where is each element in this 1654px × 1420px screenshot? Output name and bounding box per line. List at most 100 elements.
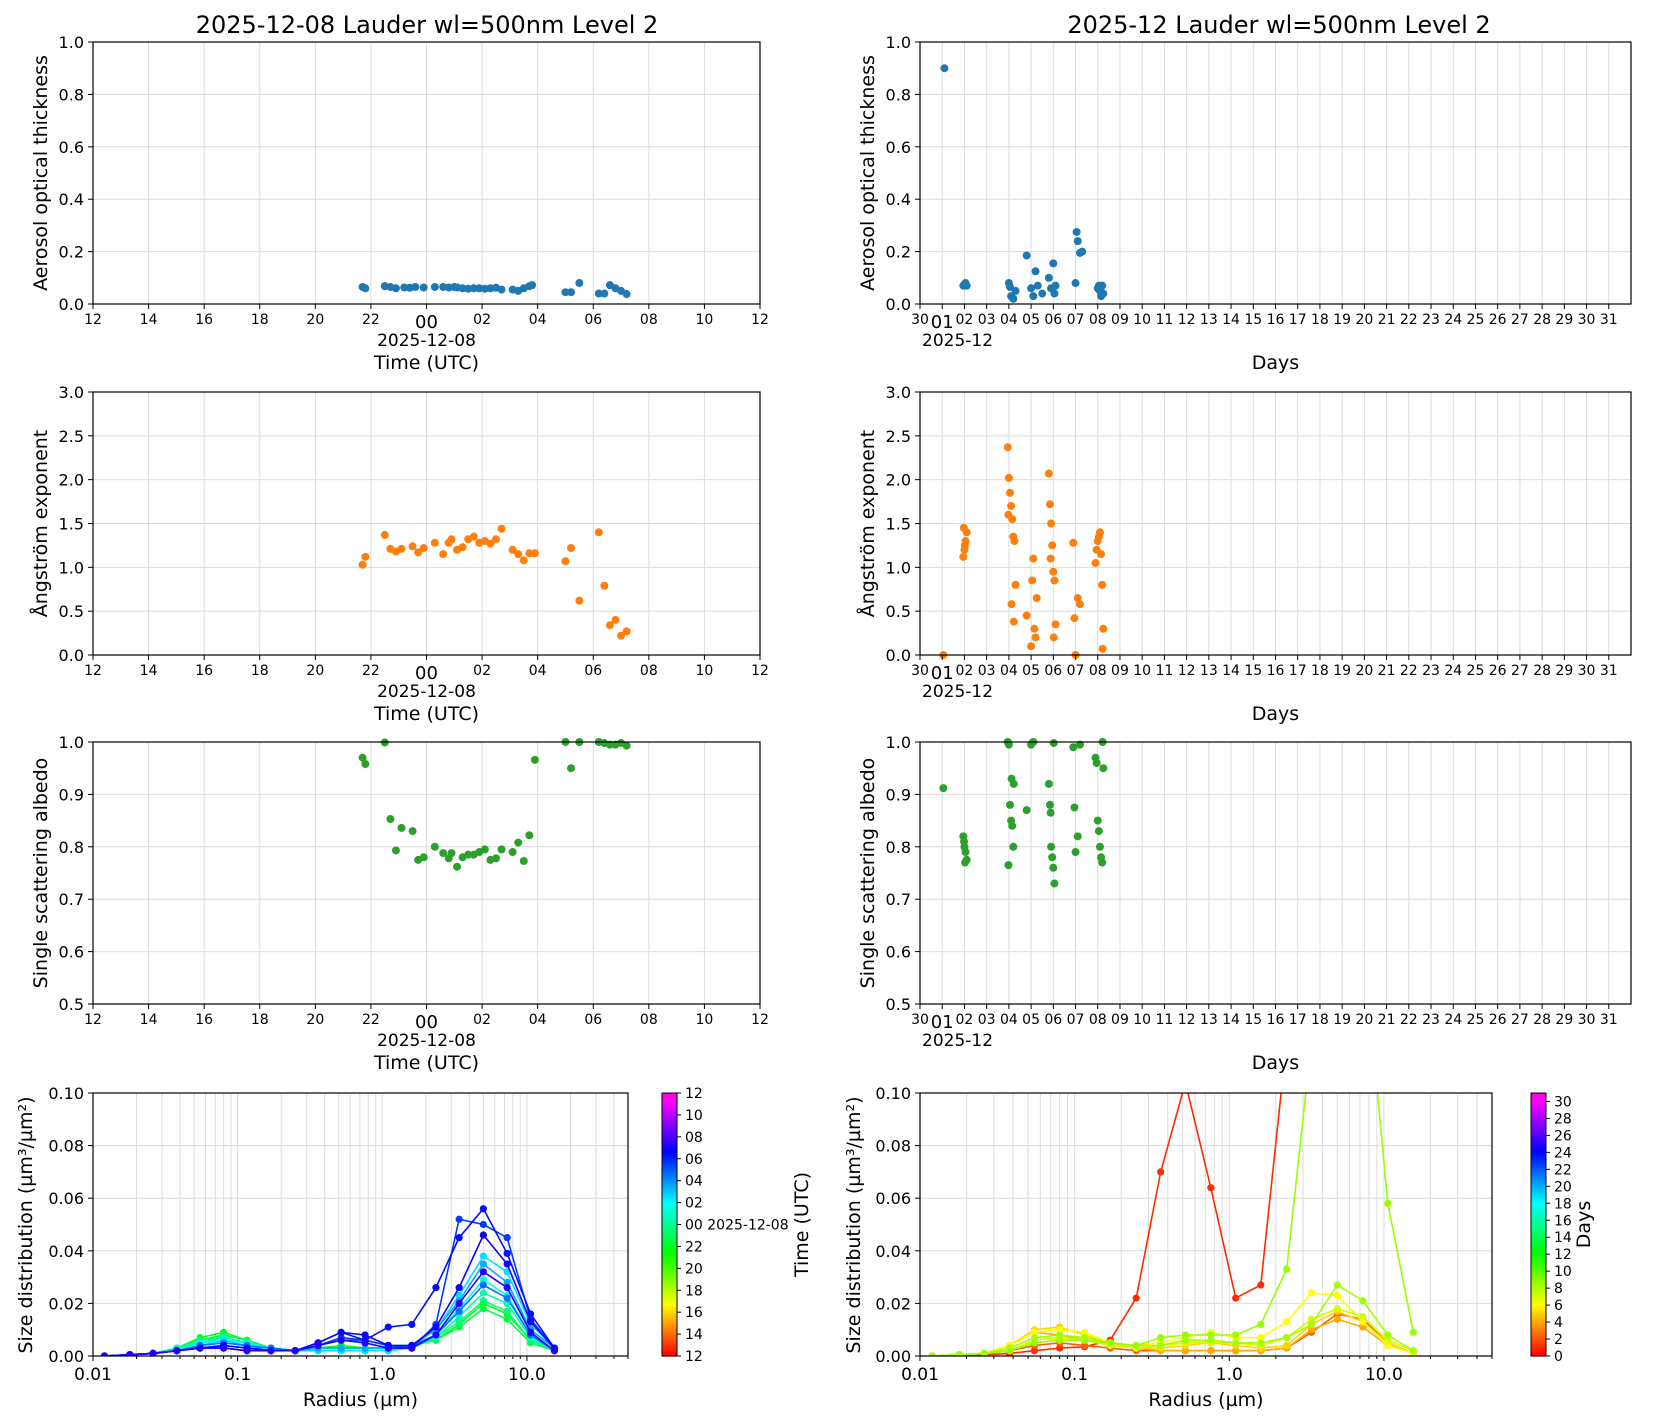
ssa_monthly-xtick-label: 05 [1022, 1012, 1040, 1028]
size_monthly-series-point [1409, 1328, 1417, 1336]
ssa_monthly-point [1073, 832, 1082, 841]
angstrom_monthly-xtick-label: 10 [1133, 663, 1151, 679]
size_monthly-cbar-segment [1531, 1233, 1546, 1237]
size_daily-series-point [455, 1323, 463, 1331]
size_daily-cbar-segment [662, 1290, 677, 1294]
aod_monthly-point [1038, 289, 1047, 298]
aod_daily-date-label: 2025-12-08 [377, 331, 476, 351]
ssa_monthly-point [1044, 779, 1053, 788]
size_monthly-series-point [1384, 1336, 1392, 1344]
angstrom_daily-point [514, 550, 523, 559]
size_monthly-cbar-segment [1531, 1147, 1546, 1151]
size_monthly-series-point [1181, 1331, 1189, 1339]
size_monthly-cbar-segment [1531, 1283, 1546, 1287]
size_monthly-cbar-segment [1531, 1250, 1546, 1254]
ssa_monthly-xtick-label: 07 [1067, 1012, 1085, 1028]
ssa_daily-date-label: 2025-12-08 [377, 1031, 476, 1051]
size_monthly-cbar-segment [1531, 1215, 1546, 1219]
size_daily-cbar-segment [662, 1285, 677, 1289]
size_monthly-cbar-segment [1531, 1279, 1546, 1283]
size_daily-series-point [361, 1331, 369, 1339]
size_daily-cbar-tick-label: 02 [685, 1196, 703, 1212]
size_daily-series-point [432, 1331, 440, 1339]
ssa_daily-point [358, 753, 367, 762]
size_monthly-cbar-segment [1531, 1349, 1546, 1353]
ssa_monthly-xtick-label: 06 [1044, 1012, 1062, 1028]
size_daily-cbar-segment [662, 1329, 677, 1333]
size_daily-cbar-segment [662, 1296, 677, 1300]
ssa_daily-xtick-label: 12 [751, 1012, 769, 1028]
size_daily-series-point [361, 1344, 369, 1352]
ssa_daily-ytick-label: 0.6 [59, 943, 84, 962]
size_monthly-ytick-label: 0.10 [875, 1084, 911, 1103]
size_daily-ytick-label: 0.06 [48, 1189, 84, 1208]
angstrom_monthly-xtick-label: 30 [1578, 663, 1596, 679]
size_daily-series-point [479, 1205, 487, 1213]
angstrom_daily-point [530, 549, 539, 558]
angstrom_daily-ytick-label: 0.5 [59, 602, 84, 621]
size_monthly-cbar-segment [1531, 1121, 1546, 1125]
ssa_daily-point [447, 849, 456, 858]
ssa_monthly-xtick-label: 27 [1511, 1012, 1529, 1028]
aod_daily-point [528, 281, 537, 290]
angstrom_monthly-xtick-label: 11 [1155, 663, 1173, 679]
size_monthly-cbar-tick-label: 24 [1554, 1145, 1572, 1161]
size_daily-series-line [104, 1270, 555, 1356]
angstrom_monthly-point [1032, 594, 1041, 603]
aod_monthly-point [1029, 292, 1038, 301]
size_daily-cbar-segment [662, 1270, 677, 1274]
size_monthly-cbar-segment [1531, 1110, 1546, 1114]
angstrom_monthly-xtick-label: 22 [1400, 663, 1418, 679]
aod_monthly-ytick-label: 0.6 [886, 138, 911, 157]
angstrom_monthly-xtick-label: 07 [1067, 663, 1085, 679]
aod_monthly-xtick-label: 13 [1200, 312, 1218, 328]
angstrom_monthly-xtick-label: 31 [1600, 663, 1618, 679]
size_monthly-cbar-segment [1531, 1097, 1546, 1101]
size_daily-cbar-segment [662, 1325, 677, 1329]
size_daily-cbar-tick-label: 12 [685, 1349, 703, 1365]
ssa_monthly-point [1009, 842, 1018, 851]
ssa_monthly-frame [919, 741, 1632, 1005]
size_daily-cbar-segment [662, 1277, 677, 1280]
aod_monthly-xtick-label: 19 [1333, 312, 1351, 328]
size_daily-frame [92, 1092, 629, 1357]
size_daily-cbar-segment [662, 1093, 677, 1096]
size_monthly-series-point [928, 1352, 936, 1356]
size_monthly-cbar-segment [1531, 1305, 1546, 1309]
aod_monthly-point [1022, 251, 1031, 260]
size_monthly-series-point [1181, 1347, 1189, 1355]
size_monthly-series-point [1056, 1331, 1064, 1339]
size_daily-cbar-tick-label: 10 [685, 1108, 703, 1124]
ssa_monthly-point [1070, 803, 1079, 812]
size_monthly-cbar-segment [1531, 1244, 1546, 1248]
ssa_monthly-point [1050, 879, 1059, 888]
ssa_monthly-ytick-label: 0.5 [886, 995, 911, 1014]
size_daily-series-point [526, 1328, 535, 1336]
angstrom_monthly-point [1075, 600, 1084, 609]
angstrom_monthly-xtick-label: 26 [1489, 663, 1507, 679]
angstrom_daily-ylabel: Ångström exponent [29, 430, 52, 618]
size_monthly-series-point [1333, 1281, 1341, 1289]
size_daily-cbar-segment [662, 1156, 677, 1160]
size_daily-cbar-segment [662, 1169, 677, 1173]
angstrom_monthly-point [1073, 594, 1082, 603]
size_monthly-cbar-segment [1531, 1270, 1546, 1274]
ssa_monthly-ylabel: Single scattering albedo [857, 758, 879, 989]
size_monthly-cbar-segment [1531, 1108, 1546, 1112]
size_monthly-cbar-tick-label: 8 [1554, 1281, 1563, 1297]
size_monthly-cbar-segment [1531, 1165, 1546, 1169]
size_monthly-series-point [1030, 1339, 1039, 1347]
size_monthly-series-point [1232, 1294, 1240, 1302]
aod_daily-ytick-label: 1.0 [59, 33, 84, 52]
size_monthly-cbar-segment [1531, 1185, 1546, 1188]
size_monthly-series-point [1232, 1339, 1240, 1347]
size_monthly-cbar-segment [1531, 1294, 1546, 1298]
ssa_monthly-xtick-label: 29 [1555, 1012, 1573, 1028]
size_monthly-series-point [1384, 1341, 1392, 1350]
size_daily-cbar-segment [662, 1288, 677, 1291]
angstrom_daily-xtick-label: 14 [140, 663, 158, 679]
angstrom_monthly-ytick-label: 3.0 [886, 383, 911, 402]
size_monthly-cbar-tick-label: 4 [1554, 1315, 1563, 1331]
aod_monthly-xtick-label: 12 [1178, 312, 1196, 328]
size_monthly-cbar-segment [1531, 1156, 1546, 1160]
